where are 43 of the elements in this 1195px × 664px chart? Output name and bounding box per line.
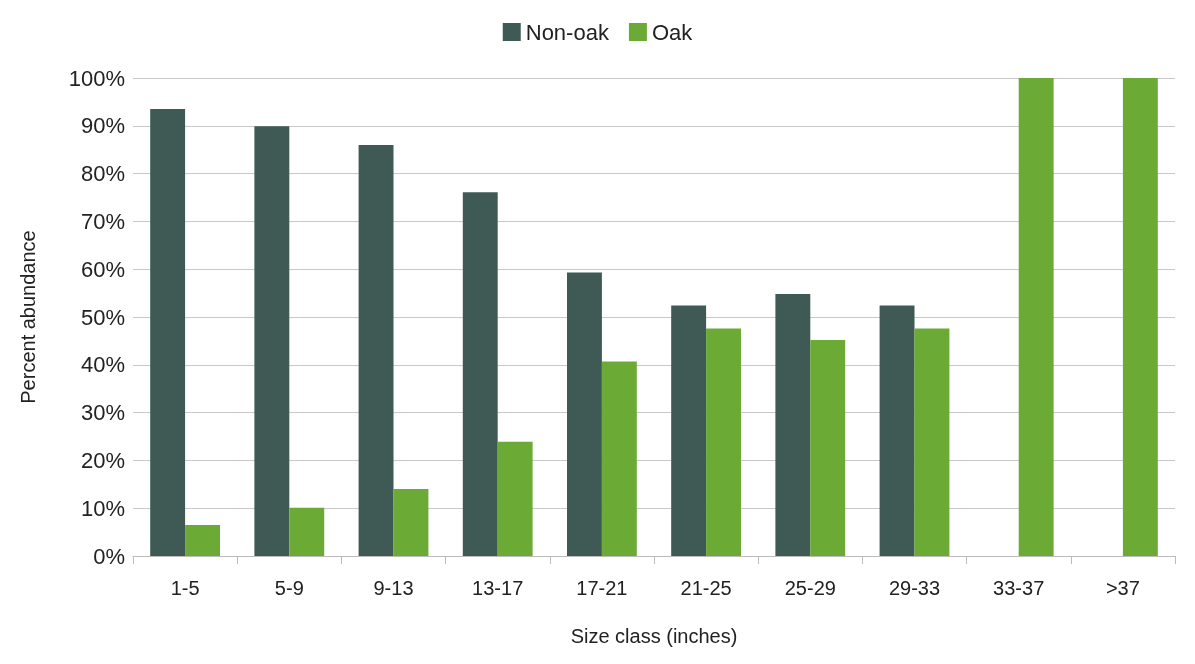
- x-tick-label: 13-17: [472, 577, 524, 599]
- y-tick-label: 30%: [80, 400, 125, 426]
- y-tick-label: 100%: [68, 65, 125, 91]
- legend-label: Non-oak: [525, 19, 610, 45]
- bar: [150, 109, 186, 556]
- x-tick-label: 21-25: [680, 577, 732, 599]
- x-tick-label: 17-21: [576, 577, 628, 599]
- x-tick-label: 25-29: [784, 577, 836, 599]
- y-tick-label: 0%: [93, 543, 125, 569]
- y-tick-label: 40%: [80, 352, 125, 378]
- bar: [601, 361, 637, 556]
- bar: [879, 305, 915, 556]
- x-tick-label: 5-9: [274, 577, 304, 599]
- bar: [671, 305, 707, 556]
- legend-label: Oak: [651, 19, 694, 45]
- bar: [358, 144, 394, 556]
- bar: [462, 192, 498, 556]
- y-axis-title: Percent abundance: [17, 230, 39, 404]
- x-tick-label: 33-37: [993, 577, 1045, 599]
- bar: [706, 328, 742, 556]
- x-tick-label: >37: [1105, 577, 1140, 599]
- bar: [185, 524, 221, 556]
- y-tick-label: 70%: [80, 208, 125, 234]
- bar: [914, 328, 950, 556]
- bar: [1122, 78, 1158, 556]
- bar: [1018, 78, 1054, 556]
- bar: [775, 294, 811, 556]
- x-tick-label: 29-33: [888, 577, 941, 599]
- bar: [566, 272, 602, 556]
- y-tick-label: 50%: [80, 304, 125, 330]
- bar: [254, 126, 290, 556]
- x-tick-label: 9-13: [373, 577, 414, 599]
- bar: [810, 339, 846, 556]
- bar: [289, 507, 325, 556]
- y-tick-label: 60%: [80, 256, 125, 282]
- x-tick-label: 1-5: [170, 577, 200, 599]
- y-tick-label: 80%: [80, 161, 125, 187]
- bar: [497, 441, 533, 556]
- bar: [393, 489, 429, 556]
- y-tick-label: 90%: [80, 113, 125, 139]
- x-axis-title: Size class (inches): [570, 625, 738, 647]
- y-tick-label: 10%: [80, 495, 125, 521]
- y-tick-label: 20%: [80, 447, 125, 473]
